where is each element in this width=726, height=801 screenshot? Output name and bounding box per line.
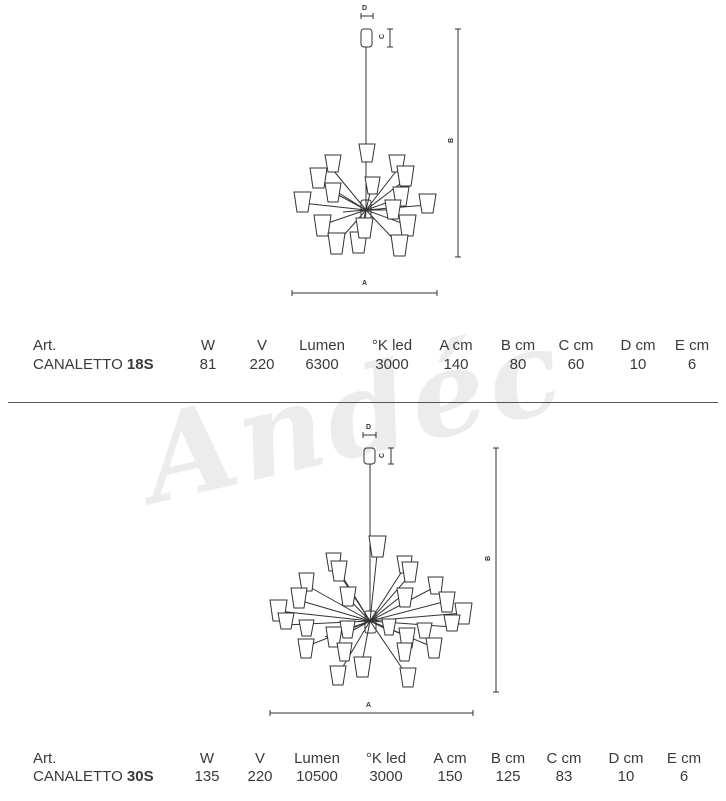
dimension-c-label: C <box>379 33 387 40</box>
header-e: E cm <box>666 750 702 767</box>
product-model: 18S <box>126 356 154 373</box>
value-e: 6 <box>687 356 697 373</box>
dimension-a-label: A <box>362 280 368 287</box>
header-w: W <box>199 750 215 767</box>
value-d: 10 <box>617 768 635 785</box>
product-name-text: CANALETTO <box>33 356 123 373</box>
value-lumen: 10500 <box>296 768 338 785</box>
value-c: 83 <box>555 768 573 785</box>
value-kelvin: 3000 <box>369 768 403 785</box>
dimension-a-label: A <box>366 702 372 709</box>
value-a: 150 <box>437 768 463 785</box>
product-name: CANALETTO 30S <box>33 768 154 785</box>
dimension-d-label: D <box>362 5 368 12</box>
header-v: V <box>254 750 266 767</box>
product-model: 30S <box>126 768 154 785</box>
header-e: E cm <box>674 337 710 354</box>
header-a: A cm <box>439 337 473 354</box>
product-name-text: CANALETTO <box>33 768 123 785</box>
value-w: 81 <box>199 356 217 373</box>
header-b: B cm <box>500 337 536 354</box>
header-d: D cm <box>620 337 656 354</box>
product-name: CANALETTO 18S <box>33 356 154 373</box>
value-c: 60 <box>567 356 585 373</box>
value-a: 140 <box>443 356 469 373</box>
header-c: C cm <box>558 337 594 354</box>
value-lumen: 6300 <box>305 356 339 373</box>
value-e: 6 <box>679 768 689 785</box>
chandelier-30s-drawing <box>269 432 499 716</box>
header-kelvin: °K led <box>371 337 413 354</box>
value-w: 135 <box>194 768 220 785</box>
header-b: B cm <box>490 750 526 767</box>
header-v: V <box>256 337 268 354</box>
value-d: 10 <box>629 356 647 373</box>
dimension-d-label: D <box>366 424 372 431</box>
header-a: A cm <box>433 750 467 767</box>
dimension-b-label: B <box>448 137 456 144</box>
header-kelvin: °K led <box>365 750 407 767</box>
value-v: 220 <box>247 768 273 785</box>
dimension-c-label: C <box>379 452 387 459</box>
header-w: W <box>200 337 216 354</box>
header-art: Art. <box>33 750 57 767</box>
header-art: Art. <box>33 337 57 354</box>
value-b: 80 <box>509 356 527 373</box>
header-c: C cm <box>546 750 582 767</box>
chandelier-18s-drawing <box>291 13 461 296</box>
header-lumen: Lumen <box>294 750 340 767</box>
value-kelvin: 3000 <box>375 356 409 373</box>
dimension-b-label: B <box>485 555 493 562</box>
value-b: 125 <box>495 768 521 785</box>
section-divider <box>8 402 718 403</box>
header-lumen: Lumen <box>299 337 345 354</box>
header-d: D cm <box>608 750 644 767</box>
value-v: 220 <box>249 356 275 373</box>
